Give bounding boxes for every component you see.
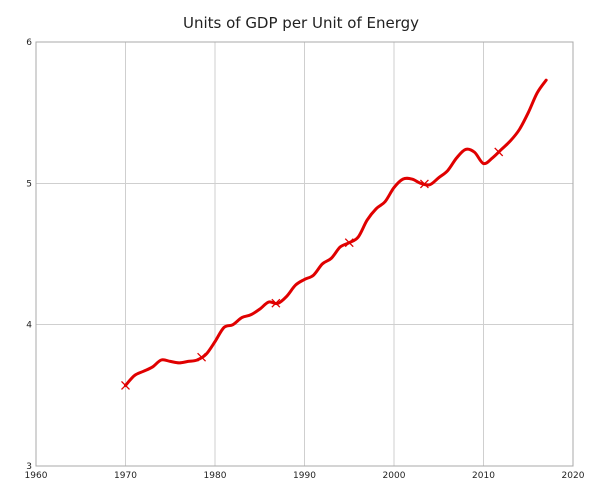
x-tick-label: 1960 — [25, 471, 48, 481]
gdp-energy-line — [124, 78, 548, 387]
series-marker — [344, 238, 354, 248]
x-tick-label: 2020 — [562, 471, 585, 481]
plot-frame — [35, 41, 574, 467]
y-tick-label: 4 — [26, 321, 32, 331]
y-tick-label: 5 — [26, 179, 32, 189]
x-axis-ticks: 1960 1970 1980 1990 2000 2010 2020 — [25, 471, 585, 481]
series-marker — [494, 147, 504, 157]
series-marker — [197, 352, 207, 362]
series-marker — [271, 298, 281, 308]
series-group — [124, 78, 548, 387]
y-tick-label: 6 — [26, 38, 32, 48]
y-axis-ticks: 3 4 5 6 — [26, 38, 32, 472]
x-tick-label: 1970 — [114, 471, 137, 481]
x-tick-label: 1980 — [204, 471, 227, 481]
x-tick-label: 2010 — [472, 471, 495, 481]
chart-title: Units of GDP per Unit of Energy — [183, 14, 419, 32]
series-marker — [121, 380, 130, 390]
x-tick-label: 1990 — [293, 471, 316, 481]
y-tick-label: 3 — [26, 462, 32, 472]
series-marker — [419, 179, 429, 189]
x-tick-label: 2000 — [383, 471, 406, 481]
marker-group — [121, 147, 504, 390]
grid — [36, 42, 573, 466]
